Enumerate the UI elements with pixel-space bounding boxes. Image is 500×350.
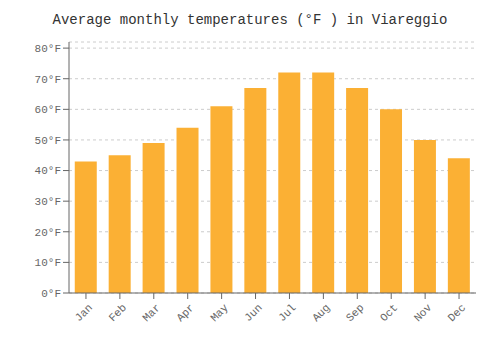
- svg-text:10°F: 10°F: [35, 257, 61, 269]
- svg-text:50°F: 50°F: [35, 135, 61, 147]
- svg-text:30°F: 30°F: [35, 196, 61, 208]
- svg-text:70°F: 70°F: [35, 74, 61, 86]
- svg-text:40°F: 40°F: [35, 165, 61, 177]
- svg-text:20°F: 20°F: [35, 227, 61, 239]
- svg-text:Jul: Jul: [276, 302, 298, 324]
- svg-text:Apr: Apr: [174, 302, 196, 324]
- svg-text:Aug: Aug: [310, 302, 332, 324]
- svg-text:Oct: Oct: [378, 302, 400, 324]
- svg-text:Nov: Nov: [412, 301, 435, 324]
- svg-text:May: May: [208, 301, 231, 324]
- svg-text:0°F: 0°F: [41, 288, 61, 300]
- svg-text:Feb: Feb: [107, 302, 129, 324]
- svg-text:80°F: 80°F: [35, 43, 61, 55]
- svg-text:Sep: Sep: [344, 302, 366, 324]
- html-text:Average monthly temperatures (: Average monthly temperatures (°F ) in Vi…: [52, 12, 448, 28]
- svg-text:Dec: Dec: [446, 302, 468, 324]
- svg-text:Jun: Jun: [242, 302, 264, 324]
- svg-text:Jan: Jan: [73, 302, 95, 324]
- svg-text:60°F: 60°F: [35, 104, 61, 116]
- svg-text:Mar: Mar: [140, 302, 162, 324]
